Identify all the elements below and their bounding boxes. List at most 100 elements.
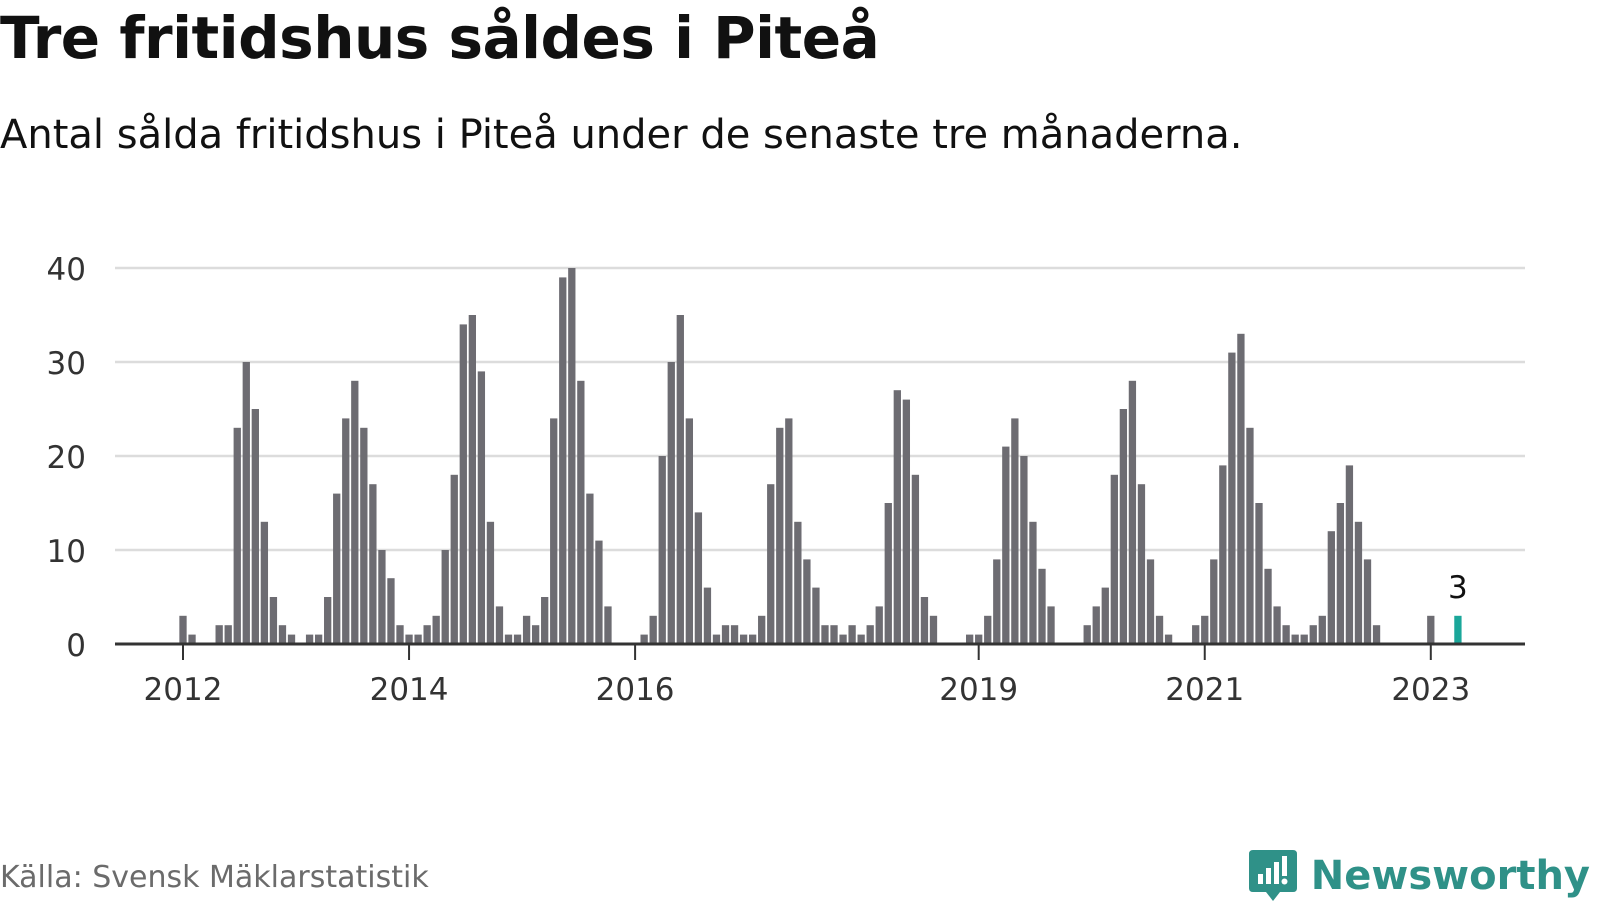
bar — [1038, 568, 1046, 644]
bar — [839, 634, 847, 644]
bar — [287, 634, 296, 644]
bar — [1255, 503, 1263, 644]
bar — [902, 399, 911, 644]
bar — [1354, 521, 1363, 644]
bar — [260, 521, 269, 644]
y-tick-label: 30 — [47, 346, 86, 382]
bar — [269, 597, 278, 644]
bar — [504, 634, 513, 644]
bar — [884, 503, 892, 644]
logo-text: Newsworthy — [1310, 853, 1590, 899]
bar — [378, 550, 386, 644]
bar — [468, 315, 476, 644]
bar — [667, 362, 675, 644]
bar — [1309, 625, 1317, 644]
bar — [1336, 503, 1345, 644]
bar — [911, 474, 920, 644]
bar — [803, 559, 811, 644]
bar — [414, 634, 422, 644]
x-tick-label: 2012 — [144, 672, 223, 708]
x-tick-label: 2019 — [939, 672, 1018, 708]
bar — [1083, 625, 1091, 644]
bar — [278, 625, 287, 644]
bar — [1155, 615, 1164, 644]
bar-highlight — [1454, 615, 1462, 644]
bar — [531, 625, 540, 644]
bar — [550, 418, 558, 644]
bar — [812, 587, 820, 644]
chart-subtitle: Antal sålda fritidshus i Piteå under de … — [0, 112, 1243, 158]
bar — [1146, 559, 1155, 644]
bar — [1264, 568, 1272, 644]
bar — [875, 606, 883, 644]
bar — [251, 409, 259, 644]
bar — [767, 484, 775, 644]
bar — [405, 634, 413, 644]
bar — [1228, 352, 1236, 644]
bar — [1092, 606, 1100, 644]
bar — [314, 634, 323, 644]
bar — [794, 521, 802, 644]
x-tick-label: 2023 — [1391, 672, 1470, 708]
bar — [776, 427, 784, 644]
bar — [387, 578, 395, 644]
bar — [893, 390, 901, 644]
bar — [685, 418, 694, 644]
bar — [1327, 531, 1335, 644]
bar — [360, 427, 368, 644]
bar — [1345, 465, 1354, 644]
bar — [1119, 409, 1128, 644]
bar — [1291, 634, 1299, 644]
bar-chart: 0 10 20 30 40 3 2012 2014 2016 2019 2021 2023 — [47, 252, 1525, 708]
bar — [785, 418, 793, 644]
bar — [975, 634, 983, 644]
bar — [640, 634, 648, 644]
x-tick-label: 2021 — [1165, 672, 1244, 708]
bar — [848, 625, 856, 644]
bar — [1210, 559, 1218, 644]
bar — [649, 615, 657, 644]
bar — [730, 625, 739, 644]
bar — [748, 634, 757, 644]
bar — [242, 362, 250, 644]
bar — [1427, 615, 1435, 644]
bar — [703, 587, 712, 644]
bar — [1020, 456, 1028, 644]
bar — [1237, 333, 1245, 644]
bar — [658, 456, 666, 644]
bar — [739, 634, 748, 644]
bar — [396, 625, 404, 644]
bar — [1219, 465, 1227, 644]
bar — [441, 550, 449, 644]
bar — [1029, 521, 1037, 644]
bar — [758, 615, 766, 644]
chart-title: Tre fritidshus såldes i Piteå — [0, 4, 880, 72]
bar — [1282, 625, 1290, 644]
bar — [694, 512, 703, 644]
bar — [866, 625, 874, 644]
bar — [495, 606, 504, 644]
bar — [179, 615, 187, 644]
bar — [830, 625, 838, 644]
bar — [486, 521, 495, 644]
bar — [586, 493, 594, 644]
bar — [1047, 606, 1055, 644]
bar — [1101, 587, 1109, 644]
bar — [351, 380, 359, 644]
bar — [1002, 446, 1010, 644]
y-tick-label: 10 — [47, 534, 86, 570]
newsworthy-logo[interactable]: Newsworthy — [1248, 846, 1590, 906]
bar — [1164, 634, 1173, 644]
bar — [305, 634, 314, 644]
bar — [577, 380, 585, 644]
x-tick-label: 2016 — [596, 672, 675, 708]
bar — [333, 493, 341, 644]
bar — [966, 634, 974, 644]
bar — [188, 634, 196, 644]
bar — [513, 634, 522, 644]
bar — [1201, 615, 1209, 644]
y-tick-label: 0 — [66, 628, 86, 664]
bar — [929, 615, 938, 644]
bar — [1300, 634, 1308, 644]
bar — [721, 625, 730, 644]
